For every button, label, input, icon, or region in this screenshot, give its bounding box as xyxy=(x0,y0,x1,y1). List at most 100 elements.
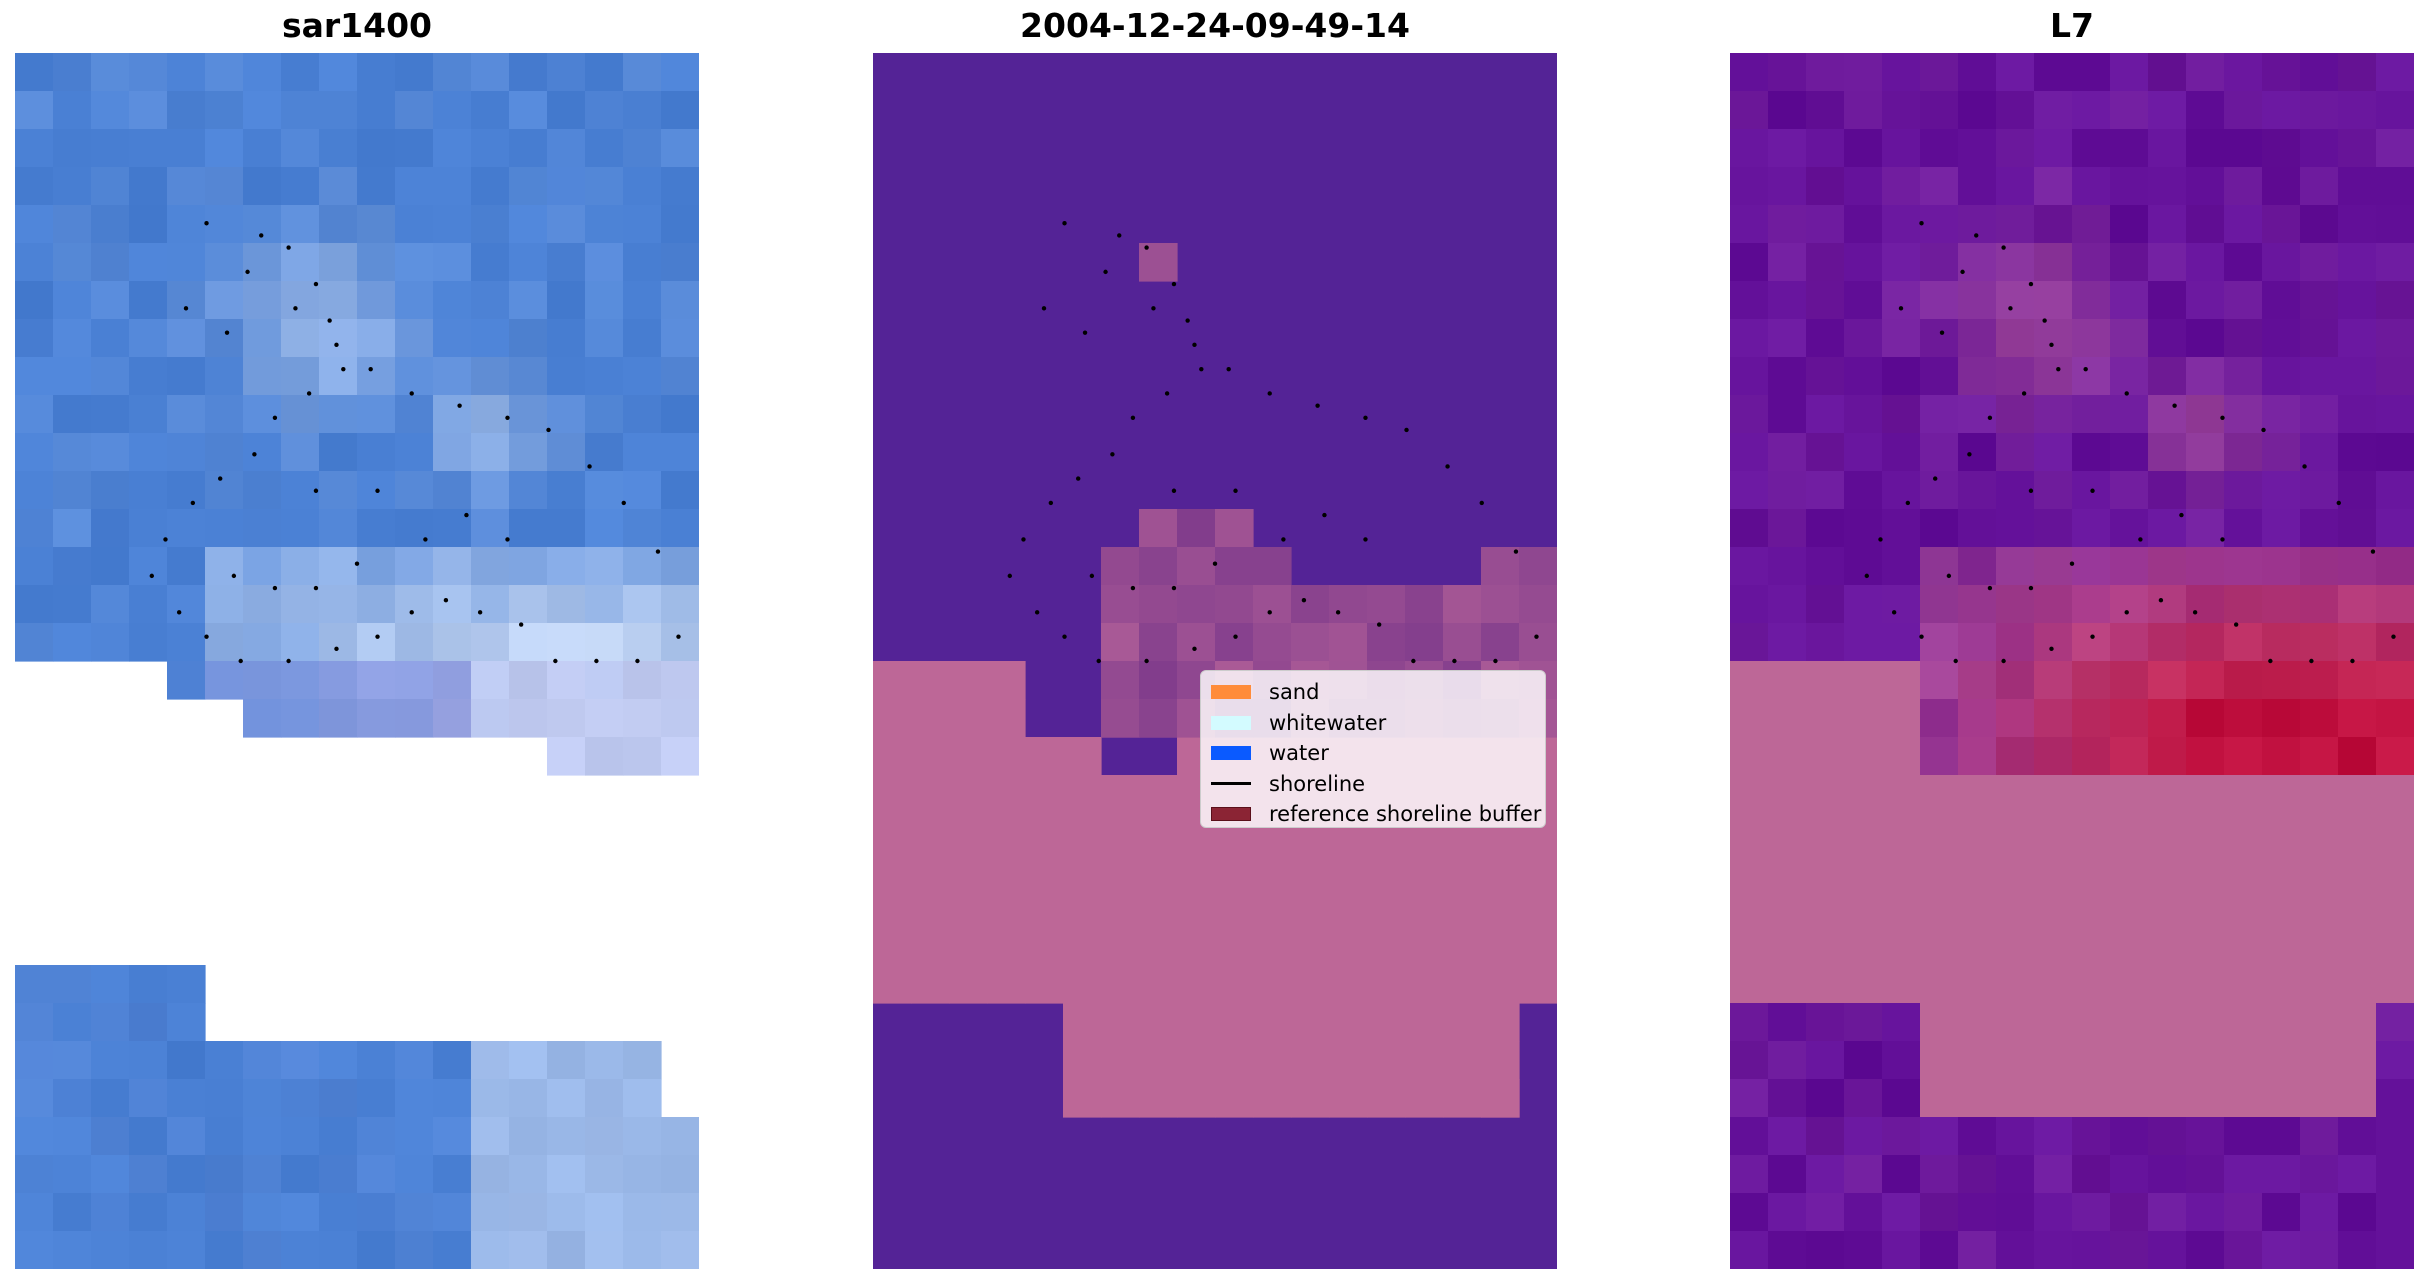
pixel xyxy=(91,395,130,434)
shoreline-point xyxy=(2021,391,2027,396)
pixel xyxy=(2072,927,2111,966)
pixel xyxy=(509,319,548,358)
pixel xyxy=(1730,1155,1769,1194)
pixel xyxy=(2224,509,2263,548)
pixel xyxy=(15,1231,54,1269)
pixel xyxy=(395,1193,434,1232)
buffer-cell xyxy=(1405,965,1444,1004)
pixel xyxy=(91,357,130,396)
buffer-cell xyxy=(1253,965,1292,1004)
pixel xyxy=(2376,243,2414,282)
pixel xyxy=(2110,623,2149,662)
pixel xyxy=(661,1231,699,1269)
mixed-class-cell xyxy=(1177,585,1216,624)
pixel xyxy=(433,623,472,662)
shoreline-point xyxy=(1096,658,1101,664)
pixel xyxy=(1844,243,1883,282)
pixel xyxy=(2186,281,2225,320)
pixel xyxy=(1958,1079,1997,1118)
pixel xyxy=(2376,433,2414,472)
pixel xyxy=(1768,1155,1807,1194)
pixel xyxy=(2110,927,2149,966)
buffer-cell xyxy=(1101,1003,1140,1042)
pixel xyxy=(547,395,586,434)
pixel xyxy=(1920,623,1959,662)
pixel xyxy=(547,243,586,282)
pixel xyxy=(129,243,168,282)
shoreline-point xyxy=(1919,221,1924,226)
pixel xyxy=(53,623,92,662)
shoreline-point xyxy=(1967,452,1972,457)
pixel xyxy=(2186,471,2225,510)
pixel xyxy=(1882,1231,1921,1269)
pixel xyxy=(2300,1193,2339,1232)
pixel xyxy=(1844,509,1883,548)
pixel xyxy=(2186,585,2225,624)
pixel xyxy=(2376,1041,2414,1080)
pixel xyxy=(2338,1155,2377,1194)
legend-label: shoreline xyxy=(1269,771,1366,796)
buffer-cell xyxy=(1405,889,1444,928)
pixel xyxy=(357,661,396,700)
buffer-cell xyxy=(1291,1041,1330,1080)
pixel xyxy=(1882,91,1921,130)
pixel xyxy=(1806,1155,1845,1194)
pixel xyxy=(2072,281,2111,320)
shoreline-point xyxy=(621,500,626,506)
pixel xyxy=(661,281,699,320)
shoreline-point xyxy=(1048,500,1054,506)
pixel xyxy=(2338,737,2377,776)
shoreline-point xyxy=(1076,476,1081,481)
pixel xyxy=(129,623,168,662)
pixel xyxy=(2148,699,2187,738)
pixel xyxy=(623,1231,662,1269)
pixel xyxy=(395,1041,434,1080)
pixel xyxy=(1768,737,1807,776)
pixel xyxy=(1768,319,1807,358)
pixel xyxy=(1844,813,1883,852)
pixel xyxy=(281,623,320,662)
pixel xyxy=(167,623,206,662)
buffer-cell xyxy=(1367,927,1406,966)
buffer-cell xyxy=(949,927,988,966)
pixel xyxy=(53,585,92,624)
pixel xyxy=(1806,699,1845,738)
pixel xyxy=(357,167,396,206)
pixel xyxy=(2034,91,2073,130)
pixel xyxy=(1996,547,2035,586)
pixel xyxy=(623,205,662,244)
pixel xyxy=(471,319,510,358)
pixel xyxy=(1882,395,1921,434)
shoreline-point xyxy=(2124,391,2129,396)
pixel xyxy=(1920,813,1959,852)
pixel xyxy=(2262,661,2301,700)
pixel xyxy=(471,509,510,548)
pixel xyxy=(1844,1003,1883,1042)
mixed-class-cell xyxy=(1139,661,1178,700)
shoreline-point xyxy=(423,537,428,542)
pixel xyxy=(205,205,244,244)
shoreline-point xyxy=(1171,488,1177,493)
shoreline-point xyxy=(1192,342,1197,348)
pixel xyxy=(509,357,548,396)
pixel xyxy=(319,433,358,472)
pixel xyxy=(2034,1155,2073,1194)
pixel xyxy=(53,1193,92,1232)
pixel xyxy=(2224,775,2263,814)
shoreline-point xyxy=(2049,342,2054,348)
pixel xyxy=(2186,623,2225,662)
pixel xyxy=(2072,1193,2111,1232)
pixel xyxy=(1958,129,1997,168)
pixel xyxy=(623,243,662,282)
pixel xyxy=(1730,129,1769,168)
pixel xyxy=(15,205,54,244)
pixel xyxy=(2186,357,2225,396)
pixel xyxy=(2110,395,2149,434)
pixel xyxy=(205,243,244,282)
pixel xyxy=(471,1231,510,1269)
pixel xyxy=(509,1041,548,1080)
pixel xyxy=(1882,243,1921,282)
pixel xyxy=(1920,965,1959,1004)
pixel xyxy=(2338,395,2377,434)
pixel xyxy=(2338,91,2377,130)
